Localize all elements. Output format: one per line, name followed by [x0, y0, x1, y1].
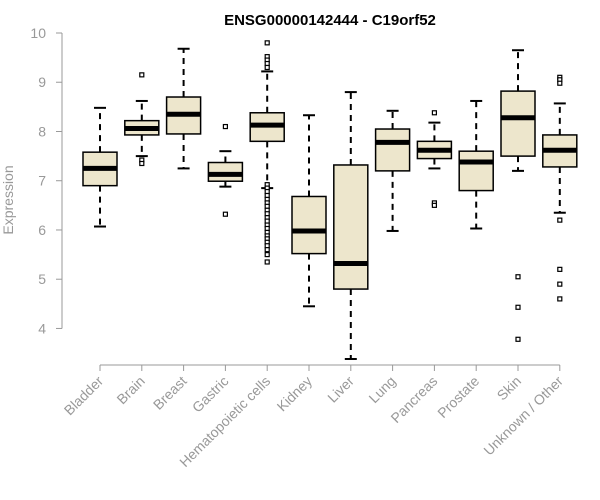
outlier-point: [431, 202, 437, 208]
box-pancreas: [416, 110, 453, 208]
box-gastric: [207, 123, 244, 217]
outlier-point: [557, 266, 563, 272]
outlier-point: [139, 72, 145, 78]
outlier-point: [264, 247, 270, 253]
iqr-box: [291, 195, 327, 255]
chart-title: ENSG00000142444 - C19orf52: [224, 12, 436, 29]
y-tick-label: 4: [38, 320, 46, 336]
outlier-point: [557, 281, 563, 287]
box-kidney: [291, 114, 327, 308]
box-breast: [165, 47, 202, 170]
outlier-point: [557, 80, 563, 86]
outlier-point: [264, 259, 270, 265]
outlier-point: [222, 123, 228, 130]
box-brain: [124, 72, 160, 167]
iqr-box: [374, 128, 411, 172]
x-tick-label: Kidney: [274, 373, 316, 415]
outlier-point: [515, 336, 521, 342]
box-prostate: [458, 99, 494, 230]
box-liver: [333, 91, 369, 360]
box-hematopoietic-cells: [249, 40, 285, 265]
box-lung: [374, 109, 411, 232]
iqr-box: [333, 164, 369, 290]
outlier-point: [139, 160, 145, 167]
boxes: [82, 40, 578, 360]
box-bladder: [82, 106, 118, 228]
outlier-point: [515, 274, 521, 280]
outlier-point: [515, 304, 521, 310]
x-tick-label: Skin: [494, 373, 525, 404]
x-tick-label: Breast: [150, 373, 190, 413]
x-tick-label: Liver: [324, 373, 357, 406]
y-tick-label: 7: [38, 173, 46, 189]
y-tick-label: 9: [38, 74, 46, 90]
outlier-point: [264, 251, 270, 258]
outlier-point: [557, 296, 563, 302]
y-axis-label: Expression: [0, 165, 16, 234]
outlier-point: [557, 217, 563, 223]
outlier-point: [222, 211, 228, 217]
box-skin: [500, 49, 536, 342]
outlier-point: [264, 64, 270, 71]
y-tick-label: 5: [38, 271, 46, 287]
iqr-box: [500, 90, 536, 157]
x-tick-label: Brain: [113, 373, 147, 407]
x-tick-label: Prostate: [434, 373, 482, 421]
y-tick-label: 8: [38, 123, 46, 139]
x-tick-label: Lung: [365, 373, 398, 406]
box-unknown-other: [542, 74, 578, 302]
iqr-box: [458, 150, 494, 192]
y-tick-label: 6: [38, 222, 46, 238]
outlier-point: [431, 110, 437, 116]
x-tick-label: Unknown / Other: [480, 373, 566, 459]
outlier-point: [264, 40, 270, 46]
x-tick-label: Bladder: [61, 373, 107, 419]
y-tick-label: 10: [30, 25, 46, 41]
